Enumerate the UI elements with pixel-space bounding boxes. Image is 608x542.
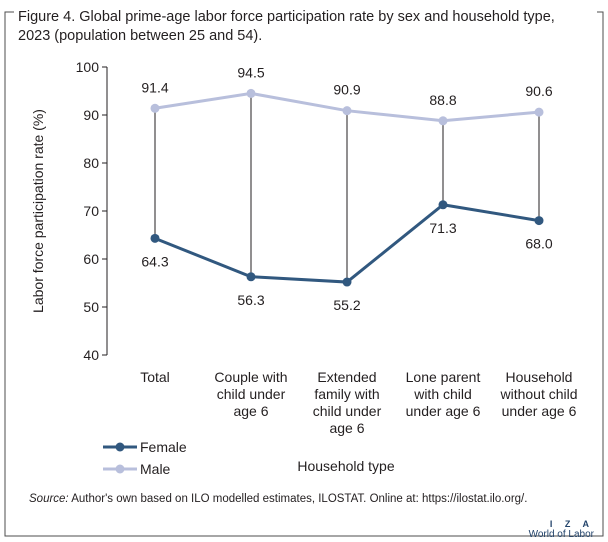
male-legend-label: Male	[140, 461, 171, 477]
x-tick-label-0: Total	[140, 369, 170, 385]
x-tick-label-line: Lone parent	[406, 369, 481, 385]
female-point-2	[342, 277, 352, 287]
y-tick-label-40: 40	[83, 347, 99, 363]
source-label: Source:	[29, 493, 69, 505]
chart-connectors	[154, 93, 540, 283]
female-point-3	[438, 200, 448, 210]
x-tick-label-line: Total	[140, 369, 170, 385]
x-tick-label-4: Household without child under age 6	[499, 369, 577, 419]
male-value-label-3: 88.8	[429, 92, 456, 108]
y-axis-label: Labor force participation rate (%)	[30, 109, 46, 313]
brand-logo: I Z A World of Labor	[529, 519, 594, 541]
chart-legend: Female Male	[103, 439, 187, 477]
male-legend-marker	[115, 464, 125, 474]
x-tick-label-3: Lone parent with child under age 6	[406, 369, 481, 419]
female-value-label-0: 64.3	[141, 253, 168, 269]
x-tick-label-2: Extended family with child under age 6	[313, 369, 382, 436]
female-legend-label: Female	[140, 439, 187, 455]
brand-bottom: World of Labor	[528, 529, 594, 540]
chart-series	[150, 88, 544, 287]
x-tick-label-line: age 6	[329, 420, 364, 436]
male-point-1	[246, 88, 256, 98]
source-text: Author's own based on ILO modelled estim…	[71, 493, 528, 505]
x-tick-label-line: with child	[413, 386, 472, 402]
y-tick-label-100: 100	[76, 59, 100, 75]
brand-top: I Z A	[549, 519, 594, 529]
x-tick-label-line: family with	[314, 386, 379, 402]
female-point-1	[246, 272, 256, 282]
x-tick-label-line: child under	[217, 386, 286, 402]
female-value-label-4: 68.0	[525, 236, 552, 252]
chart-value-labels: 91.4 64.3 94.5 56.3 90.9 55.2 88.8 71.3 90.6 68.0	[141, 64, 552, 313]
female-legend-marker	[115, 442, 125, 452]
male-value-label-1: 94.5	[237, 64, 264, 80]
x-tick-label-line: Couple with	[214, 369, 287, 385]
male-point-4	[534, 107, 544, 117]
chart-axes: 40 50 60 70 80 90 100	[76, 59, 108, 363]
figure-source: Source: Author's own based on ILO modell…	[29, 493, 589, 505]
x-tick-label-line: child under	[313, 403, 382, 419]
y-tick-label-90: 90	[83, 107, 99, 123]
female-value-label-2: 55.2	[333, 297, 360, 313]
male-point-3	[438, 116, 448, 126]
figure-title: Figure 4. Global prime-age labor force p…	[18, 9, 555, 44]
male-value-label-4: 90.6	[525, 83, 552, 99]
x-tick-label-line: age 6	[233, 403, 268, 419]
male-value-label-2: 90.9	[333, 82, 360, 98]
x-tick-label-line: without child	[499, 386, 577, 402]
x-tick-label-line: Extended	[317, 369, 376, 385]
male-value-label-0: 91.4	[141, 79, 168, 95]
x-tick-label-line: under age 6	[406, 403, 481, 419]
x-tick-label-line: under age 6	[502, 403, 577, 419]
y-tick-label-70: 70	[83, 203, 99, 219]
chart-x-tick-labels: Total Couple with child under age 6Extended…	[140, 369, 577, 436]
y-tick-label-80: 80	[83, 155, 99, 171]
male-point-0	[150, 103, 160, 113]
female-point-0	[150, 233, 160, 243]
y-tick-label-60: 60	[83, 251, 99, 267]
x-tick-label-line: Household	[506, 369, 573, 385]
female-value-label-3: 71.3	[429, 220, 456, 236]
female-value-label-1: 56.3	[237, 292, 264, 308]
y-tick-label-50: 50	[83, 299, 99, 315]
x-tick-label-1: Couple with child under age 6	[214, 369, 287, 419]
female-point-4	[534, 216, 544, 226]
male-point-2	[342, 106, 352, 116]
x-axis-label: Household type	[297, 458, 395, 474]
